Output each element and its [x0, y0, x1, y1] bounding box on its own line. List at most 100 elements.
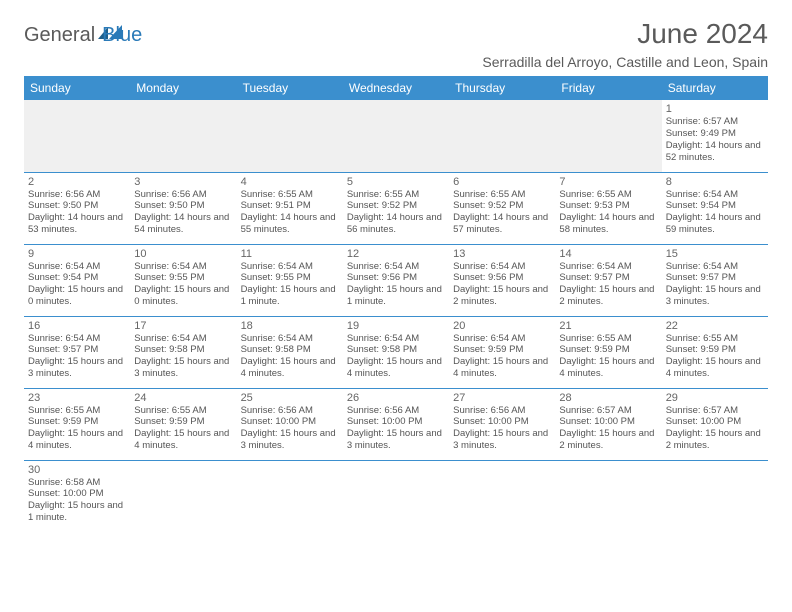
sunset-text: Sunset: 9:50 PM [134, 200, 232, 212]
calendar-page: General Blue June 2024 Serradilla del Ar… [0, 0, 792, 550]
calendar-day-cell: 14Sunrise: 6:54 AMSunset: 9:57 PMDayligh… [555, 244, 661, 316]
sunrise-text: Sunrise: 6:54 AM [241, 261, 339, 273]
calendar-empty-cell [24, 100, 130, 172]
day-number: 7 [559, 176, 657, 188]
day-number: 23 [28, 392, 126, 404]
daylight-text: Daylight: 15 hours and 4 minutes. [241, 356, 339, 380]
calendar-day-cell: 16Sunrise: 6:54 AMSunset: 9:57 PMDayligh… [24, 316, 130, 388]
sunset-text: Sunset: 9:52 PM [453, 200, 551, 212]
day-number: 15 [666, 248, 764, 260]
calendar-day-cell: 2Sunrise: 6:56 AMSunset: 9:50 PMDaylight… [24, 172, 130, 244]
daylight-text: Daylight: 15 hours and 1 minute. [28, 500, 126, 524]
calendar-week-row: 23 Sunrise: 6:55 AMSunset: 9:59 PMDayligh… [24, 388, 768, 460]
calendar-empty-cell [449, 460, 555, 532]
daylight-text: Daylight: 15 hours and 4 minutes. [134, 428, 232, 452]
day-number: 3 [134, 176, 232, 188]
calendar-body: 1Sunrise: 6:57 AMSunset: 9:49 PMDaylight… [24, 100, 768, 532]
sunset-text: Sunset: 9:57 PM [28, 344, 126, 356]
day-number: 28 [559, 392, 657, 404]
daylight-text: Daylight: 14 hours and 59 minutes. [666, 212, 764, 236]
daylight-text: Daylight: 15 hours and 3 minutes. [134, 356, 232, 380]
calendar-week-row: 1Sunrise: 6:57 AMSunset: 9:49 PMDaylight… [24, 100, 768, 172]
sunrise-text: Sunrise: 6:54 AM [559, 261, 657, 273]
day-number: 8 [666, 176, 764, 188]
day-info: Sunrise: 6:56 AMSunset: 9:50 PMDaylight:… [134, 189, 232, 237]
title-block: June 2024 Serradilla del Arroyo, Castill… [482, 18, 768, 70]
day-number: 30 [28, 464, 126, 476]
sunrise-text: Sunrise: 6:54 AM [241, 333, 339, 345]
sunset-text: Sunset: 10:00 PM [453, 416, 551, 428]
calendar-empty-cell [555, 100, 661, 172]
daylight-text: Daylight: 15 hours and 4 minutes. [347, 356, 445, 380]
daylight-text: Daylight: 15 hours and 3 minutes. [241, 428, 339, 452]
calendar-day-cell: 29Sunrise: 6:57 AMSunset: 10:00 PMDaylig… [662, 388, 768, 460]
day-number: 11 [241, 248, 339, 260]
sunrise-text: Sunrise: 6:55 AM [241, 189, 339, 201]
sunrise-text: Sunrise: 6:54 AM [28, 333, 126, 345]
sunrise-text: Sunrise: 6:54 AM [666, 189, 764, 201]
day-info: Sunrise: 6:54 AMSunset: 9:57 PMDaylight:… [666, 261, 764, 309]
daylight-text: Daylight: 15 hours and 4 minutes. [28, 428, 126, 452]
day-info: Sunrise: 6:55 AMSunset: 9:51 PMDaylight:… [241, 189, 339, 237]
calendar-week-row: 2Sunrise: 6:56 AMSunset: 9:50 PMDaylight… [24, 172, 768, 244]
calendar-day-cell: 23Sunrise: 6:55 AMSunset: 9:59 PMDayligh… [24, 388, 130, 460]
sunset-text: Sunset: 9:59 PM [559, 344, 657, 356]
sunset-text: Sunset: 10:00 PM [559, 416, 657, 428]
day-number: 20 [453, 320, 551, 332]
sunset-text: Sunset: 9:58 PM [134, 344, 232, 356]
weekday-header: Friday [555, 76, 661, 100]
calendar-day-cell: 25Sunrise: 6:56 AMSunset: 10:00 PMDaylig… [237, 388, 343, 460]
sunset-text: Sunset: 9:56 PM [347, 272, 445, 284]
day-info: Sunrise: 6:54 AMSunset: 9:55 PMDaylight:… [134, 261, 232, 309]
day-info: Sunrise: 6:54 AMSunset: 9:55 PMDaylight:… [241, 261, 339, 309]
calendar-empty-cell [449, 100, 555, 172]
sunset-text: Sunset: 9:57 PM [559, 272, 657, 284]
calendar-day-cell: 12Sunrise: 6:54 AMSunset: 9:56 PMDayligh… [343, 244, 449, 316]
day-number: 24 [134, 392, 232, 404]
calendar-empty-cell [130, 460, 236, 532]
calendar-day-cell: 7Sunrise: 6:55 AMSunset: 9:53 PMDaylight… [555, 172, 661, 244]
day-number: 1 [666, 103, 764, 115]
day-number: 29 [666, 392, 764, 404]
sunset-text: Sunset: 9:59 PM [28, 416, 126, 428]
day-info: Sunrise: 6:55 AMSunset: 9:59 PMDaylight:… [559, 333, 657, 381]
logo-text-blue: Blue [102, 24, 142, 47]
day-number: 13 [453, 248, 551, 260]
day-info: Sunrise: 6:55 AMSunset: 9:52 PMDaylight:… [347, 189, 445, 237]
calendar-day-cell: 9Sunrise: 6:54 AMSunset: 9:54 PMDaylight… [24, 244, 130, 316]
sunset-text: Sunset: 9:50 PM [28, 200, 126, 212]
sunrise-text: Sunrise: 6:55 AM [559, 333, 657, 345]
weekday-header: Monday [130, 76, 236, 100]
calendar-day-cell: 27Sunrise: 6:56 AMSunset: 10:00 PMDaylig… [449, 388, 555, 460]
sunrise-text: Sunrise: 6:56 AM [28, 189, 126, 201]
day-number: 17 [134, 320, 232, 332]
calendar-week-row: 30Sunrise: 6:58 AMSunset: 10:00 PMDaylig… [24, 460, 768, 532]
day-info: Sunrise: 6:56 AMSunset: 10:00 PMDaylight… [347, 405, 445, 453]
location-text: Serradilla del Arroyo, Castille and Leon… [482, 54, 768, 70]
sunrise-text: Sunrise: 6:56 AM [134, 189, 232, 201]
calendar-day-cell: 22Sunrise: 6:55 AMSunset: 9:59 PMDayligh… [662, 316, 768, 388]
logo-text-general: General [24, 24, 95, 47]
daylight-text: Daylight: 15 hours and 4 minutes. [666, 356, 764, 380]
day-number: 27 [453, 392, 551, 404]
month-title: June 2024 [482, 18, 768, 50]
day-info: Sunrise: 6:55 AMSunset: 9:59 PMDaylight:… [134, 405, 232, 453]
calendar-day-cell: 11Sunrise: 6:54 AMSunset: 9:55 PMDayligh… [237, 244, 343, 316]
day-info: Sunrise: 6:55 AMSunset: 9:52 PMDaylight:… [453, 189, 551, 237]
calendar-day-cell: 26Sunrise: 6:56 AMSunset: 10:00 PMDaylig… [343, 388, 449, 460]
sunset-text: Sunset: 9:49 PM [666, 128, 764, 140]
logo: General Blue [24, 24, 142, 47]
sunset-text: Sunset: 9:55 PM [241, 272, 339, 284]
sunset-text: Sunset: 9:58 PM [347, 344, 445, 356]
sunrise-text: Sunrise: 6:54 AM [28, 261, 126, 273]
day-number: 16 [28, 320, 126, 332]
day-number: 26 [347, 392, 445, 404]
page-header: General Blue June 2024 Serradilla del Ar… [24, 18, 768, 70]
daylight-text: Daylight: 15 hours and 4 minutes. [559, 356, 657, 380]
day-info: Sunrise: 6:55 AMSunset: 9:59 PMDaylight:… [666, 333, 764, 381]
sunrise-text: Sunrise: 6:54 AM [453, 333, 551, 345]
weekday-header: Sunday [24, 76, 130, 100]
sunrise-text: Sunrise: 6:54 AM [347, 333, 445, 345]
daylight-text: Daylight: 15 hours and 3 minutes. [347, 428, 445, 452]
sunset-text: Sunset: 9:55 PM [134, 272, 232, 284]
